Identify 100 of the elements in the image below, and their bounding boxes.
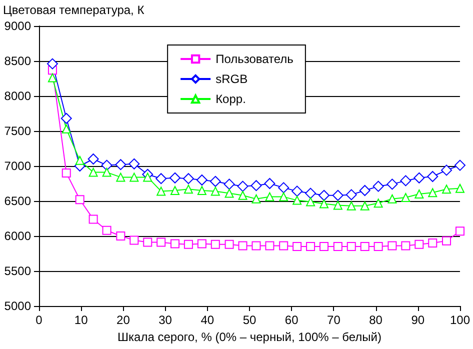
point (414, 240, 424, 249)
y-tick-label: 8000 (4, 89, 32, 103)
x-tick-label: 0 (36, 313, 43, 327)
point (238, 241, 248, 250)
point (224, 188, 234, 198)
x-tick-label: 60 (284, 313, 299, 327)
point (346, 189, 357, 200)
point (143, 172, 152, 182)
y-tick-label: 8500 (4, 54, 32, 68)
y-tick-label: 6000 (4, 229, 32, 243)
point (196, 174, 208, 186)
point (224, 178, 235, 190)
point (48, 73, 57, 82)
point (265, 241, 274, 250)
point (400, 175, 412, 186)
point (62, 168, 71, 178)
point (388, 194, 397, 204)
point (414, 190, 424, 198)
point (101, 160, 112, 171)
point (305, 188, 316, 199)
point (102, 168, 112, 177)
point (182, 173, 194, 184)
point (442, 236, 452, 246)
y-tick-label: 7000 (4, 159, 32, 173)
point (115, 159, 126, 170)
point (197, 239, 206, 248)
point (374, 198, 383, 208)
point (75, 195, 84, 204)
point (292, 186, 303, 197)
point (184, 184, 193, 194)
point (169, 172, 180, 184)
point (156, 173, 167, 184)
point (318, 190, 330, 201)
y-axis-title: Цветовая температура, К (3, 3, 144, 17)
point (401, 193, 410, 202)
y-tick-label: 9000 (4, 19, 32, 33)
point (130, 236, 139, 245)
point (265, 192, 274, 202)
x-tick-label: 40 (200, 313, 214, 327)
y-tick-label: 5500 (4, 264, 32, 278)
y-tick-label: 5000 (4, 299, 32, 313)
point (428, 188, 438, 198)
point (156, 238, 166, 247)
point (320, 242, 329, 251)
point (346, 201, 356, 210)
point (333, 200, 342, 210)
point (252, 194, 261, 204)
point (156, 186, 166, 196)
point (278, 182, 290, 194)
point (238, 190, 248, 200)
point (428, 238, 438, 248)
point (320, 199, 329, 208)
point (210, 176, 221, 187)
legend-label: Пользователь (216, 52, 294, 66)
point (224, 240, 234, 249)
point (401, 241, 410, 250)
x-tick-label: 90 (411, 313, 425, 327)
point (441, 164, 452, 176)
x-tick-label: 20 (116, 313, 130, 327)
point (333, 242, 342, 251)
point (455, 226, 464, 236)
point (116, 232, 126, 240)
point (250, 180, 262, 192)
point (306, 242, 316, 251)
point (170, 186, 180, 195)
point (210, 186, 220, 196)
point (292, 242, 302, 251)
point (264, 178, 276, 189)
point (346, 242, 356, 251)
x-tick-label: 50 (242, 313, 256, 327)
point (184, 240, 193, 249)
point (62, 124, 71, 134)
x-tick-label: 70 (327, 313, 341, 327)
point (454, 160, 466, 171)
point (372, 180, 384, 192)
y-tick-label: 6500 (4, 194, 32, 208)
x-tick-label: 30 (158, 313, 172, 327)
point (75, 156, 84, 165)
point (442, 184, 452, 194)
point (88, 154, 99, 164)
y-tick-label: 7500 (4, 124, 32, 138)
point (210, 240, 220, 249)
x-tick-label: 100 (450, 313, 470, 327)
point (414, 172, 425, 184)
point (360, 242, 370, 251)
point (116, 172, 126, 182)
point (374, 242, 383, 251)
point (60, 112, 72, 124)
point (88, 214, 98, 224)
x-axis-title: Шкала серого, % (0% – черный, 100% – белый) (118, 330, 382, 344)
point (292, 196, 302, 205)
point (332, 190, 344, 201)
legend-label: Корр. (216, 92, 246, 106)
point (427, 171, 438, 182)
point (197, 186, 206, 195)
point (130, 172, 139, 182)
point (143, 238, 152, 247)
point (455, 184, 464, 193)
point (279, 192, 288, 202)
point (388, 241, 397, 250)
